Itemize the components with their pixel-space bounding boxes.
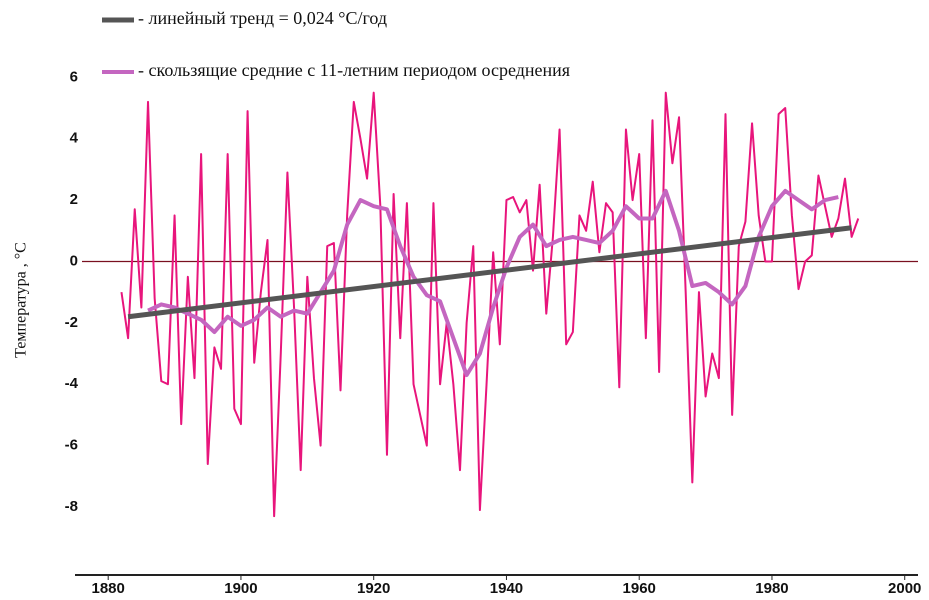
y-tick-label: 4 bbox=[70, 130, 79, 147]
x-tick-label: 1980 bbox=[755, 580, 788, 597]
y-tick-label: -2 bbox=[65, 314, 78, 331]
y-axis-label: Температура , °С bbox=[13, 242, 30, 358]
series-line bbox=[147, 188, 839, 378]
legend-label: - линейный тренд = 0,024 °С/год bbox=[138, 8, 387, 28]
y-tick-label: 6 bbox=[70, 68, 78, 85]
y-tick-label: 0 bbox=[70, 252, 78, 269]
x-tick-label: 1960 bbox=[623, 580, 656, 597]
x-tick-label: 1920 bbox=[357, 580, 390, 597]
y-tick-label: -4 bbox=[65, 375, 79, 392]
y-tick-label: 2 bbox=[70, 191, 78, 208]
x-tick-label: 2000 bbox=[888, 580, 921, 597]
x-tick-label: 1900 bbox=[224, 580, 257, 597]
series-line bbox=[127, 225, 852, 320]
y-tick-label: -8 bbox=[65, 498, 78, 515]
legend-label: - скользящие средние с 11-летним периодо… bbox=[138, 60, 570, 80]
y-tick-label: -6 bbox=[65, 437, 78, 454]
x-tick-label: 1940 bbox=[490, 580, 523, 597]
x-tick-label: 1880 bbox=[92, 580, 125, 597]
